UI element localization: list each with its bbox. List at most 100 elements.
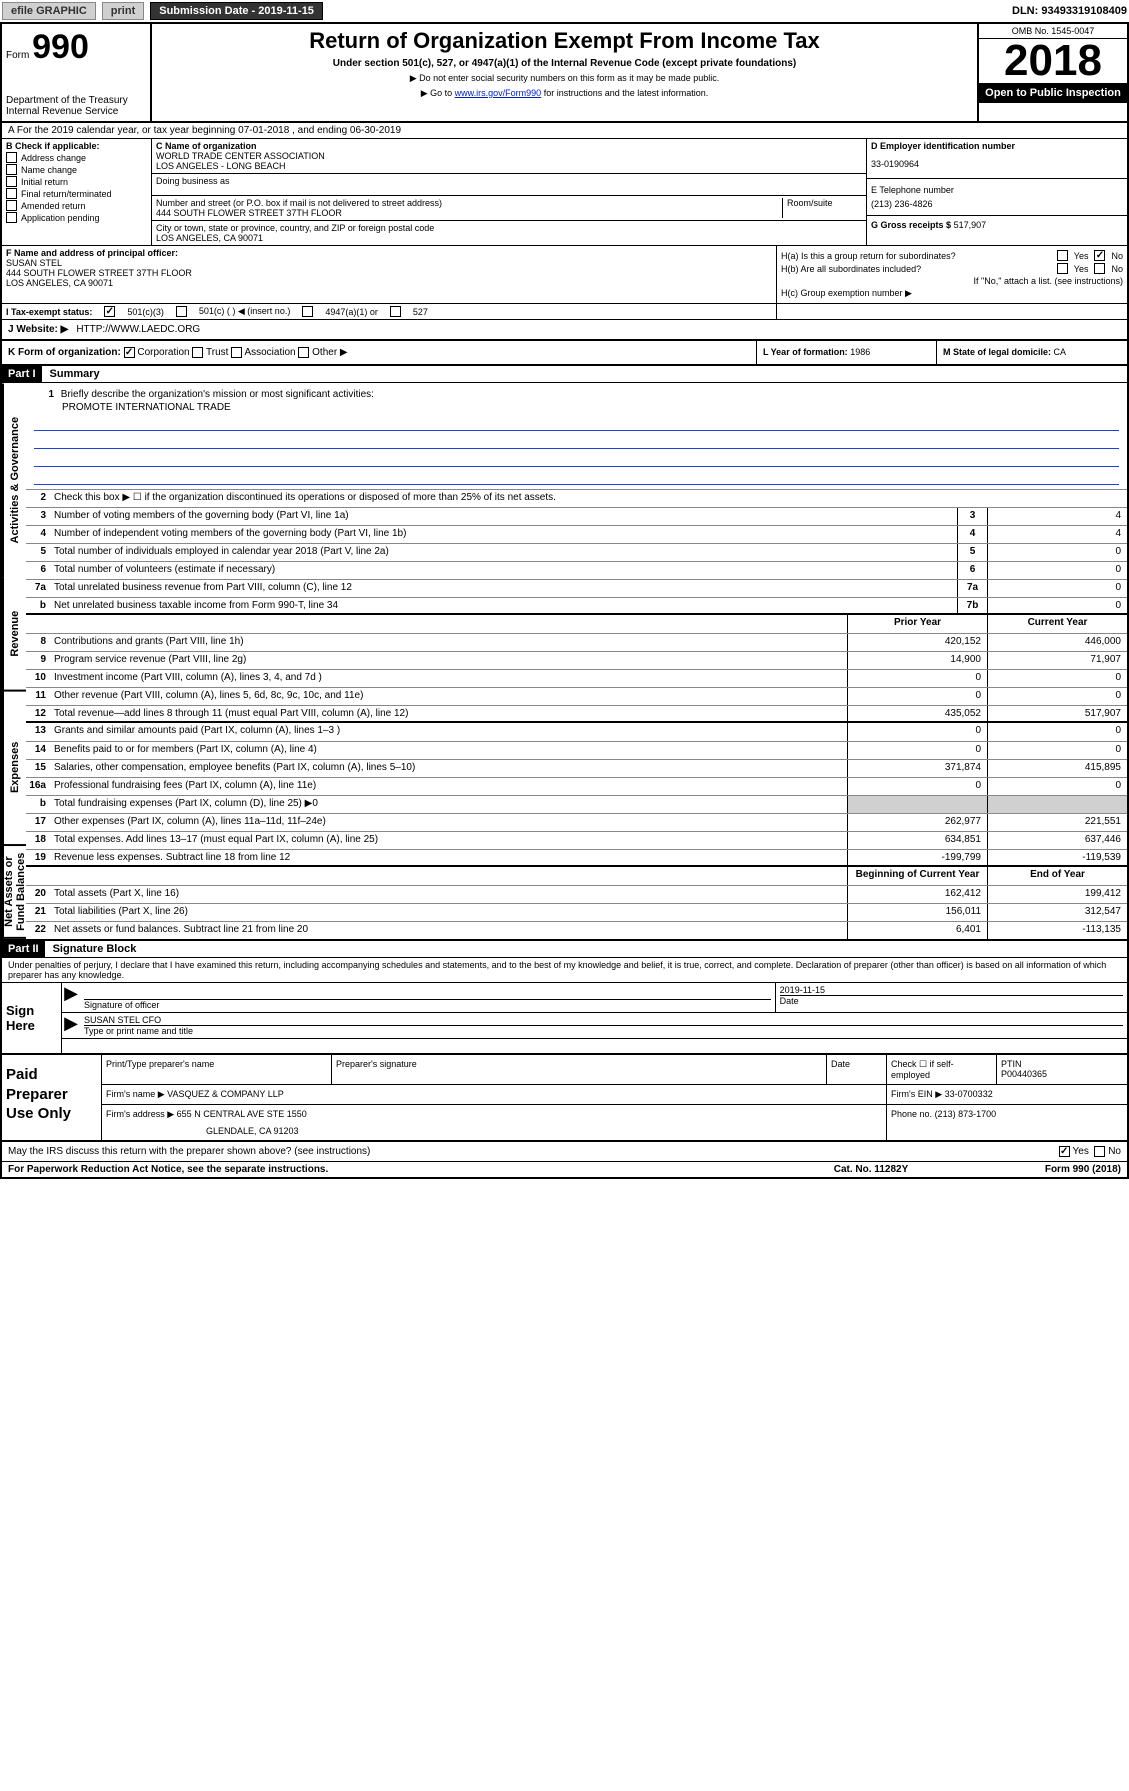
chk-corporation[interactable] — [124, 347, 135, 358]
topbar: efile GRAPHIC print Submission Date - 20… — [0, 0, 1129, 22]
line6-box: 6 — [957, 562, 987, 579]
line10-prior: 0 — [847, 670, 987, 687]
chk-trust[interactable] — [192, 347, 203, 358]
line-1-mission: 1 Briefly describe the organization's mi… — [26, 383, 1127, 489]
line20-text: Total assets (Part X, line 16) — [50, 886, 847, 903]
firm-addr2-value: GLENDALE, CA 91203 — [206, 1126, 882, 1136]
discuss-text: May the IRS discuss this return with the… — [8, 1146, 1059, 1157]
state-domicile-value: CA — [1054, 347, 1067, 357]
lbl-4947: 4947(a)(1) or — [325, 307, 378, 317]
chk-other[interactable] — [298, 347, 309, 358]
chk-name-change[interactable] — [6, 164, 17, 175]
cat-no: Cat. No. 11282Y — [771, 1164, 971, 1175]
line13-text: Grants and similar amounts paid (Part IX… — [50, 723, 847, 741]
line18-text: Total expenses. Add lines 13–17 (must eq… — [50, 832, 847, 849]
paid-preparer-label: Paid Preparer Use Only — [2, 1055, 102, 1140]
form990-link[interactable]: www.irs.gov/Form990 — [455, 88, 542, 98]
line4-box: 4 — [957, 526, 987, 543]
line16a-text: Professional fundraising fees (Part IX, … — [50, 778, 847, 795]
officer-label: F Name and address of principal officer: — [6, 248, 772, 258]
website-label: J Website: ▶ — [8, 324, 68, 335]
chk-amended-return[interactable] — [6, 200, 17, 211]
row-j: J Website: ▶ HTTP://WWW.LAEDC.ORG — [2, 320, 1127, 341]
efile-button[interactable]: efile GRAPHIC — [2, 2, 96, 20]
line3-num: 3 — [26, 508, 50, 525]
line17-cur: 221,551 — [987, 814, 1127, 831]
form-990-frame: Form 990 Department of the Treasury Inte… — [0, 22, 1129, 1179]
line7b-text: Net unrelated business taxable income fr… — [50, 598, 957, 613]
hdr-end-year: End of Year — [987, 867, 1127, 885]
tax-year: 2018 — [979, 39, 1127, 83]
line7a-num: 7a — [26, 580, 50, 597]
prep-date-label: Date — [827, 1055, 887, 1084]
line18-cur: 637,446 — [987, 832, 1127, 849]
tax-exempt-label: I Tax-exempt status: — [6, 307, 92, 317]
line4-num: 4 — [26, 526, 50, 543]
chk-address-change[interactable] — [6, 152, 17, 163]
line15-text: Salaries, other compensation, employee b… — [50, 760, 847, 777]
line3-text: Number of voting members of the governin… — [50, 508, 957, 525]
chk-discuss-yes[interactable] — [1059, 1146, 1070, 1157]
chk-final-return[interactable] — [6, 188, 17, 199]
officer-addr1: 444 SOUTH FLOWER STREET 37TH FLOOR — [6, 268, 772, 278]
line5-box: 5 — [957, 544, 987, 561]
line8-prior: 420,152 — [847, 634, 987, 651]
row-i: I Tax-exempt status: 501(c)(3) 501(c) ( … — [2, 304, 1127, 320]
firm-name-value: VASQUEZ & COMPANY LLP — [167, 1089, 284, 1099]
irs-label: Internal Revenue Service — [6, 106, 146, 117]
summary-content: 1 Briefly describe the organization's mi… — [26, 383, 1127, 939]
chk-501c[interactable] — [176, 306, 187, 317]
chk-501c3[interactable] — [104, 306, 115, 317]
box-h: H(a) Is this a group return for subordin… — [777, 246, 1127, 303]
chk-discuss-no[interactable] — [1094, 1146, 1105, 1157]
mission-text: PROMOTE INTERNATIONAL TRADE — [62, 402, 231, 413]
chk-ha-no[interactable] — [1094, 250, 1105, 261]
line9-num: 9 — [26, 652, 50, 669]
print-button[interactable]: print — [102, 2, 144, 20]
lbl-no-hb: No — [1111, 264, 1123, 274]
line11-prior: 0 — [847, 688, 987, 705]
line22-cur: -113,135 — [987, 922, 1127, 939]
header-left: Form 990 Department of the Treasury Inte… — [2, 24, 152, 121]
chk-initial-return[interactable] — [6, 176, 17, 187]
header-right: OMB No. 1545-0047 2018 Open to Public In… — [977, 24, 1127, 121]
line14-text: Benefits paid to or for members (Part IX… — [50, 742, 847, 759]
line12-prior: 435,052 — [847, 706, 987, 721]
phone-label: E Telephone number — [871, 185, 1123, 195]
chk-hb-yes[interactable] — [1057, 263, 1068, 274]
line12-num: 12 — [26, 706, 50, 721]
chk-hb-no[interactable] — [1094, 263, 1105, 274]
firm-phone-value: (213) 873-1700 — [935, 1109, 997, 1119]
chk-4947[interactable] — [302, 306, 313, 317]
lbl-association: Association — [244, 347, 295, 358]
officer-addr2: LOS ANGELES, CA 90071 — [6, 278, 772, 288]
line8-text: Contributions and grants (Part VIII, lin… — [50, 634, 847, 651]
line19-prior: -199,799 — [847, 850, 987, 865]
line21-text: Total liabilities (Part X, line 26) — [50, 904, 847, 921]
row-a-tax-year: A For the 2019 calendar year, or tax yea… — [2, 123, 1127, 139]
lbl-final-return: Final return/terminated — [21, 189, 112, 199]
footer-discuss-row: May the IRS discuss this return with the… — [2, 1142, 1127, 1161]
chk-ha-yes[interactable] — [1057, 250, 1068, 261]
line10-cur: 0 — [987, 670, 1127, 687]
lbl-address-change: Address change — [21, 153, 86, 163]
lbl-discuss-no: No — [1108, 1146, 1121, 1157]
city-value: LOS ANGELES, CA 90071 — [156, 233, 862, 243]
note-goto: ▶ Go to www.irs.gov/Form990 for instruct… — [160, 88, 969, 99]
lbl-trust: Trust — [206, 347, 228, 358]
line15-num: 15 — [26, 760, 50, 777]
gross-receipts-value: 517,907 — [954, 220, 987, 230]
gross-receipts-label: G Gross receipts $ — [871, 220, 951, 230]
chk-association[interactable] — [231, 347, 242, 358]
city-label: City or town, state or province, country… — [156, 223, 862, 233]
dln-label: DLN: 93493319108409 — [1012, 5, 1127, 17]
line13-cur: 0 — [987, 723, 1127, 741]
part2-badge: Part II — [2, 941, 45, 957]
chk-application-pending[interactable] — [6, 212, 17, 223]
line12-text: Total revenue—add lines 8 through 11 (mu… — [50, 706, 847, 721]
line13-num: 13 — [26, 723, 50, 741]
chk-527[interactable] — [390, 306, 401, 317]
sig-officer-label: Signature of officer — [84, 999, 771, 1010]
sign-section: Sign Here ▶ Signature of officer 2019-11… — [2, 982, 1127, 1053]
officer-name: SUSAN STEL — [6, 258, 772, 268]
